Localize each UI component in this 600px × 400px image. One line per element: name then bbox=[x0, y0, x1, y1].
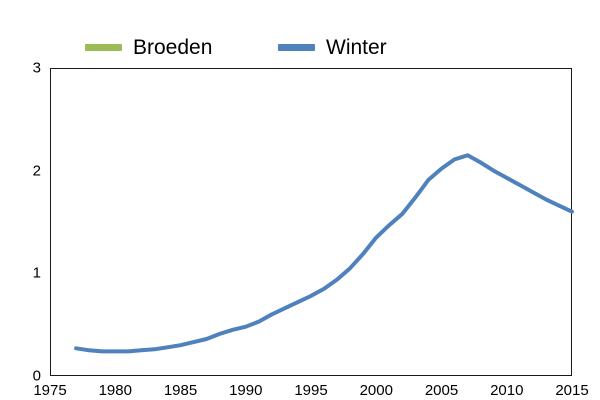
legend-item-broeden: Broeden bbox=[85, 35, 212, 59]
x-tick-label: 1995 bbox=[294, 382, 328, 399]
legend-label-broeden: Broeden bbox=[133, 35, 213, 59]
x-tick-label: 2010 bbox=[490, 382, 524, 399]
legend-swatch-broeden bbox=[85, 43, 122, 51]
legend-swatch-winter bbox=[278, 43, 315, 51]
x-tick-label: 1985 bbox=[163, 382, 198, 399]
x-tick-label: 2000 bbox=[359, 382, 393, 399]
plot-svg bbox=[74, 153, 574, 354]
legend-label-winter: Winter bbox=[326, 35, 387, 59]
y-tick-label: 1 bbox=[32, 264, 41, 282]
y-tick-label: 2 bbox=[32, 162, 41, 180]
x-tick-label: 2005 bbox=[424, 382, 459, 399]
plot-area bbox=[50, 68, 572, 376]
x-tick-label: 1980 bbox=[98, 382, 132, 399]
winter-line bbox=[74, 153, 574, 354]
legend-item-winter: Winter bbox=[278, 35, 387, 59]
y-tick-label: 3 bbox=[32, 59, 41, 77]
x-tick-label: 1990 bbox=[229, 382, 263, 399]
x-tick-label: 1975 bbox=[33, 382, 67, 399]
y-tick-label: 0 bbox=[32, 367, 41, 385]
x-tick-label: 2015 bbox=[555, 382, 589, 399]
